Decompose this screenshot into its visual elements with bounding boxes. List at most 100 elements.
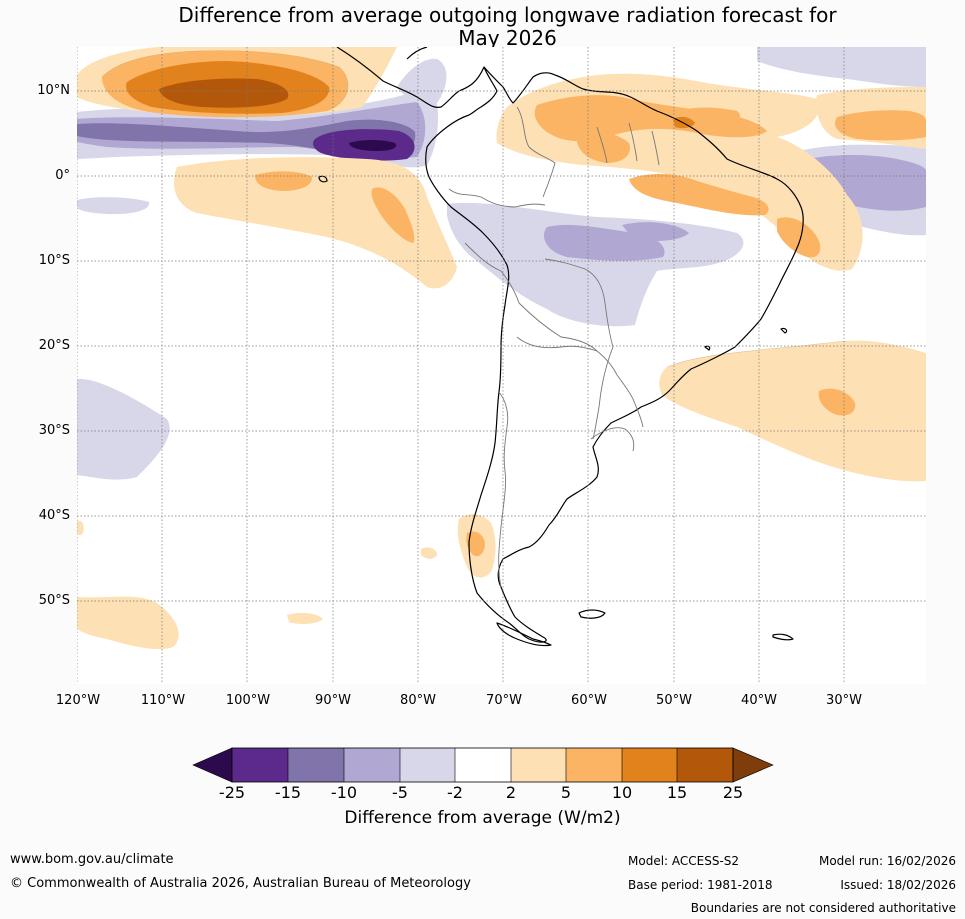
pos-region-nordeste (777, 217, 821, 258)
neg-region-amazon-east (622, 222, 689, 241)
lon-label-100w: 100°W (225, 693, 271, 708)
colorbar-tick-neg25: -25 (218, 783, 246, 802)
colorbar-tick-neg5: -5 (392, 783, 408, 802)
colorbar-segment-neg10-neg5 (344, 748, 400, 782)
colorbar-segment-pos15-pos25 (677, 748, 733, 782)
neg-region-pacific-small (77, 197, 150, 215)
positive-anomaly-regions (77, 47, 926, 650)
colorbar-tick-neg2: -2 (447, 783, 463, 802)
lat-label-50s: 50°S (38, 593, 70, 608)
pos-region-south-atlantic-core (818, 388, 856, 416)
colorbar-tick-neg10: -10 (330, 783, 358, 802)
anomaly-map (77, 47, 926, 684)
pos-region-pacific-equatorial-core-b (371, 187, 415, 243)
south-america-coastline (425, 66, 804, 643)
lon-label-60w: 60°W (571, 693, 607, 708)
issued-date: Issued: 18/02/2026 (840, 878, 956, 892)
colorbar-segment-pos2-pos5 (511, 748, 566, 782)
border-argentina-chile (498, 391, 509, 588)
base-period: Base period: 1981-2018 (628, 878, 773, 892)
colorbar-segment-neg15-neg10 (288, 748, 344, 782)
coastlines (318, 47, 804, 647)
tierra-del-fuego (496, 622, 552, 647)
lat-label-20s: 20°S (38, 338, 70, 353)
lon-label-50w: 50°W (656, 693, 692, 708)
gridlines (77, 47, 926, 684)
colorbar-segment-pos10-pos15 (622, 748, 677, 782)
colorbar-tick-pos25: 25 (722, 783, 744, 802)
pos-region-patagonia-core (466, 531, 485, 557)
neg-region-amazon (447, 202, 744, 327)
pos-region-south-pacific-dot (421, 547, 437, 559)
map-title: Difference from average outgoing longwav… (0, 4, 965, 50)
colorbar-dividers (287, 748, 678, 782)
border-brazil-argentina (592, 346, 614, 440)
contour-pacific-north (101, 50, 349, 112)
border-guianas (596, 122, 660, 166)
lat-label-10n: 10°N (37, 83, 70, 98)
pos-region-venezuela-core (534, 95, 767, 142)
lon-label-40w: 40°W (741, 693, 777, 708)
neg-region-pacific-south (77, 378, 170, 480)
south-georgia (772, 633, 794, 641)
pos-region-atlantic-strip-core (835, 110, 926, 141)
trindade-island (704, 345, 711, 351)
lon-label-80w: 80°W (400, 693, 436, 708)
border-paraguay (616, 374, 644, 428)
lon-label-70w: 70°W (486, 693, 522, 708)
colorbar-segment-neg25-neg15 (232, 748, 288, 782)
pos-region-west-edge (77, 520, 84, 536)
colorbar (192, 747, 774, 783)
border-colombia-venezuela (516, 106, 556, 198)
pos-region-pacific-north-max (159, 78, 289, 108)
pos-region-south-pacific (77, 596, 179, 650)
boundaries-disclaimer: Boundaries are not considered authoritat… (690, 901, 956, 915)
colorbar-segment-pos5-pos10 (566, 748, 622, 782)
model-name: Model: ACCESS-S2 (628, 854, 740, 868)
colorbar-tick-pos10: 10 (611, 783, 633, 802)
map-plot-area (77, 47, 926, 684)
pos-region-pacific-equatorial (173, 157, 457, 289)
lat-label-0: 0° (55, 168, 70, 183)
colorbar-segment-neg5-neg2 (400, 748, 455, 782)
colorbar-extend-high (732, 747, 774, 783)
neg-region-extreme-core (349, 140, 397, 151)
country-borders (448, 106, 660, 588)
border-argentina-bolivia (516, 336, 598, 352)
fernando-de-noronha (780, 327, 788, 334)
colorbar-frame (231, 747, 734, 783)
border-bolivia-brazil (544, 258, 614, 348)
lat-label-30s: 30°S (38, 423, 70, 438)
central-america-north-coast (406, 47, 428, 60)
falklands (578, 609, 606, 619)
colorbar-extend-low (192, 747, 233, 783)
pos-region-south-atlantic (659, 340, 926, 482)
title-line-2: May 2026 (458, 26, 557, 50)
colorbar-label: Difference from average (W/m2) (344, 808, 621, 828)
colorbar-tick-pos5: 5 (560, 783, 572, 802)
lat-label-10s: 10°S (38, 253, 70, 268)
lon-label-110w: 110°W (140, 693, 186, 708)
website-link[interactable]: www.bom.gov.au/climate (10, 852, 174, 867)
contour-south-atlantic (666, 340, 848, 368)
copyright-text: © Commonwealth of Australia 2026, Austra… (10, 876, 471, 891)
pos-region-south-pacific-small (287, 612, 323, 624)
border-brazil-peru (464, 242, 520, 304)
border-uruguay (590, 427, 635, 452)
model-run-date: Model run: 16/02/2026 (818, 854, 956, 868)
neg-region-atlantic-north (757, 47, 926, 87)
pos-region-guiana-east (629, 173, 769, 216)
border-bolivia (518, 302, 618, 376)
lon-label-120w: 120°W (55, 693, 101, 708)
central-america-coastline (336, 47, 485, 108)
contour-outlines (101, 50, 848, 368)
border-colombia-peru-ecuador (448, 188, 546, 208)
colorbar-tick-neg15: -15 (274, 783, 302, 802)
colorbar-segment-neg2-pos2 (455, 748, 511, 782)
lon-label-90w: 90°W (315, 693, 351, 708)
lat-label-40s: 40°S (38, 508, 70, 523)
colorbar-tick-pos15: 15 (666, 783, 688, 802)
colorbar-tick-pos2: 2 (505, 783, 517, 802)
lon-label-30w: 30°W (826, 693, 862, 708)
anomaly-shading (77, 47, 926, 650)
